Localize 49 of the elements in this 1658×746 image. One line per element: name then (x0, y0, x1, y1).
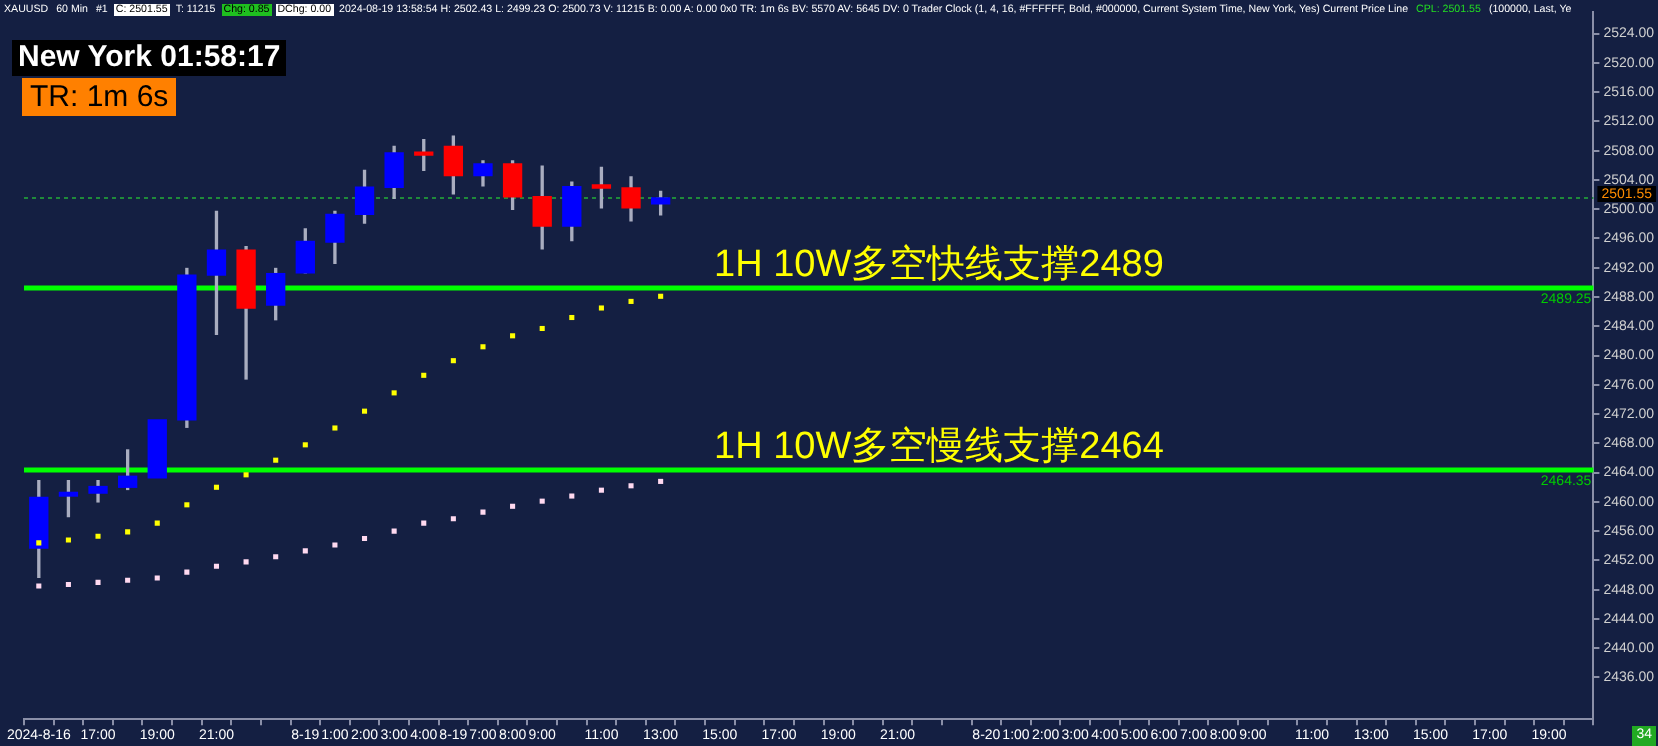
point (154, 520, 160, 526)
point (184, 502, 190, 508)
point (332, 425, 338, 431)
point (421, 372, 427, 378)
point (302, 442, 308, 448)
point (154, 575, 160, 581)
point (36, 583, 42, 589)
point (125, 577, 131, 583)
point (65, 582, 71, 588)
point (569, 493, 575, 499)
point (510, 503, 516, 509)
point (391, 528, 397, 534)
point (302, 548, 308, 554)
point (391, 390, 397, 396)
point (539, 498, 545, 504)
point (569, 314, 575, 321)
point (628, 483, 634, 489)
point (658, 478, 664, 484)
point (273, 457, 279, 463)
point (125, 529, 131, 535)
point (421, 520, 427, 526)
point (243, 559, 249, 565)
point (95, 533, 101, 539)
annotation: TR: 1m 6s (22, 78, 177, 116)
point (213, 484, 220, 490)
point (361, 408, 368, 414)
point (36, 540, 42, 546)
point (658, 293, 664, 299)
ref-line-label: 1H 10W多空快线支撑2489 (714, 241, 1164, 286)
point (628, 298, 634, 304)
point (361, 535, 368, 542)
point (598, 487, 604, 493)
point (598, 305, 604, 311)
point (510, 333, 516, 339)
point (450, 516, 456, 522)
point (480, 509, 486, 515)
point (184, 569, 190, 575)
point (450, 358, 456, 364)
point (273, 554, 279, 560)
point (332, 542, 338, 548)
annotation: New York 01:58:17 (12, 40, 287, 76)
point (65, 537, 71, 543)
ref-line-label: 1H 10W多空慢线支撑2464 (714, 424, 1165, 469)
point (213, 563, 220, 569)
candlestick (147, 419, 167, 479)
point (243, 472, 249, 478)
point (539, 325, 545, 332)
point (480, 344, 486, 350)
point (95, 579, 101, 585)
